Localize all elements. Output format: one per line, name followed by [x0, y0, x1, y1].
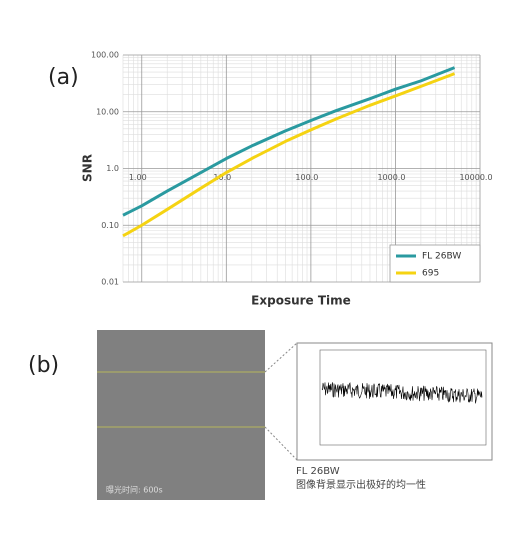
caption: 图像背景显示出极好的均一性 [296, 478, 426, 491]
x-tick-label: 10000.0 [459, 173, 492, 182]
inset-trace [321, 382, 483, 404]
plot-area: 1.00 10.0 100.0 1000.0 10000.0 0.01 0.10 1.0 10.… [91, 51, 493, 287]
series-line [122, 66, 456, 217]
inset-plot [319, 349, 487, 446]
y-tick-label: 100.00 [91, 51, 119, 60]
connector [264, 426, 298, 461]
y-tick-label: 0.10 [101, 221, 119, 230]
legend-label: 695 [422, 269, 439, 279]
x-tick-label: 1.00 [129, 173, 147, 182]
y-tick-label: 0.01 [101, 278, 119, 287]
x-tick-label: 1000.0 [377, 173, 405, 182]
legend-label: FL 26BW [422, 252, 461, 262]
y-tick-label: 1.0 [106, 164, 119, 173]
x-axis-label: Exposure Time [251, 294, 351, 308]
connector [264, 342, 298, 373]
x-tick-label: 100.0 [295, 173, 318, 182]
x-tick-label: 10.0 [213, 173, 231, 182]
y-axis-label: SNR [81, 154, 95, 182]
image [97, 330, 265, 500]
legend [389, 244, 481, 283]
exposure-label: 曝光时间: 600s [106, 485, 163, 495]
caption-title: FL 26BW [296, 466, 340, 477]
panel-label: (b) [28, 353, 59, 378]
series-line [122, 72, 456, 238]
y-tick-label: 10.00 [96, 107, 119, 116]
panel-label: (a) [48, 65, 79, 90]
